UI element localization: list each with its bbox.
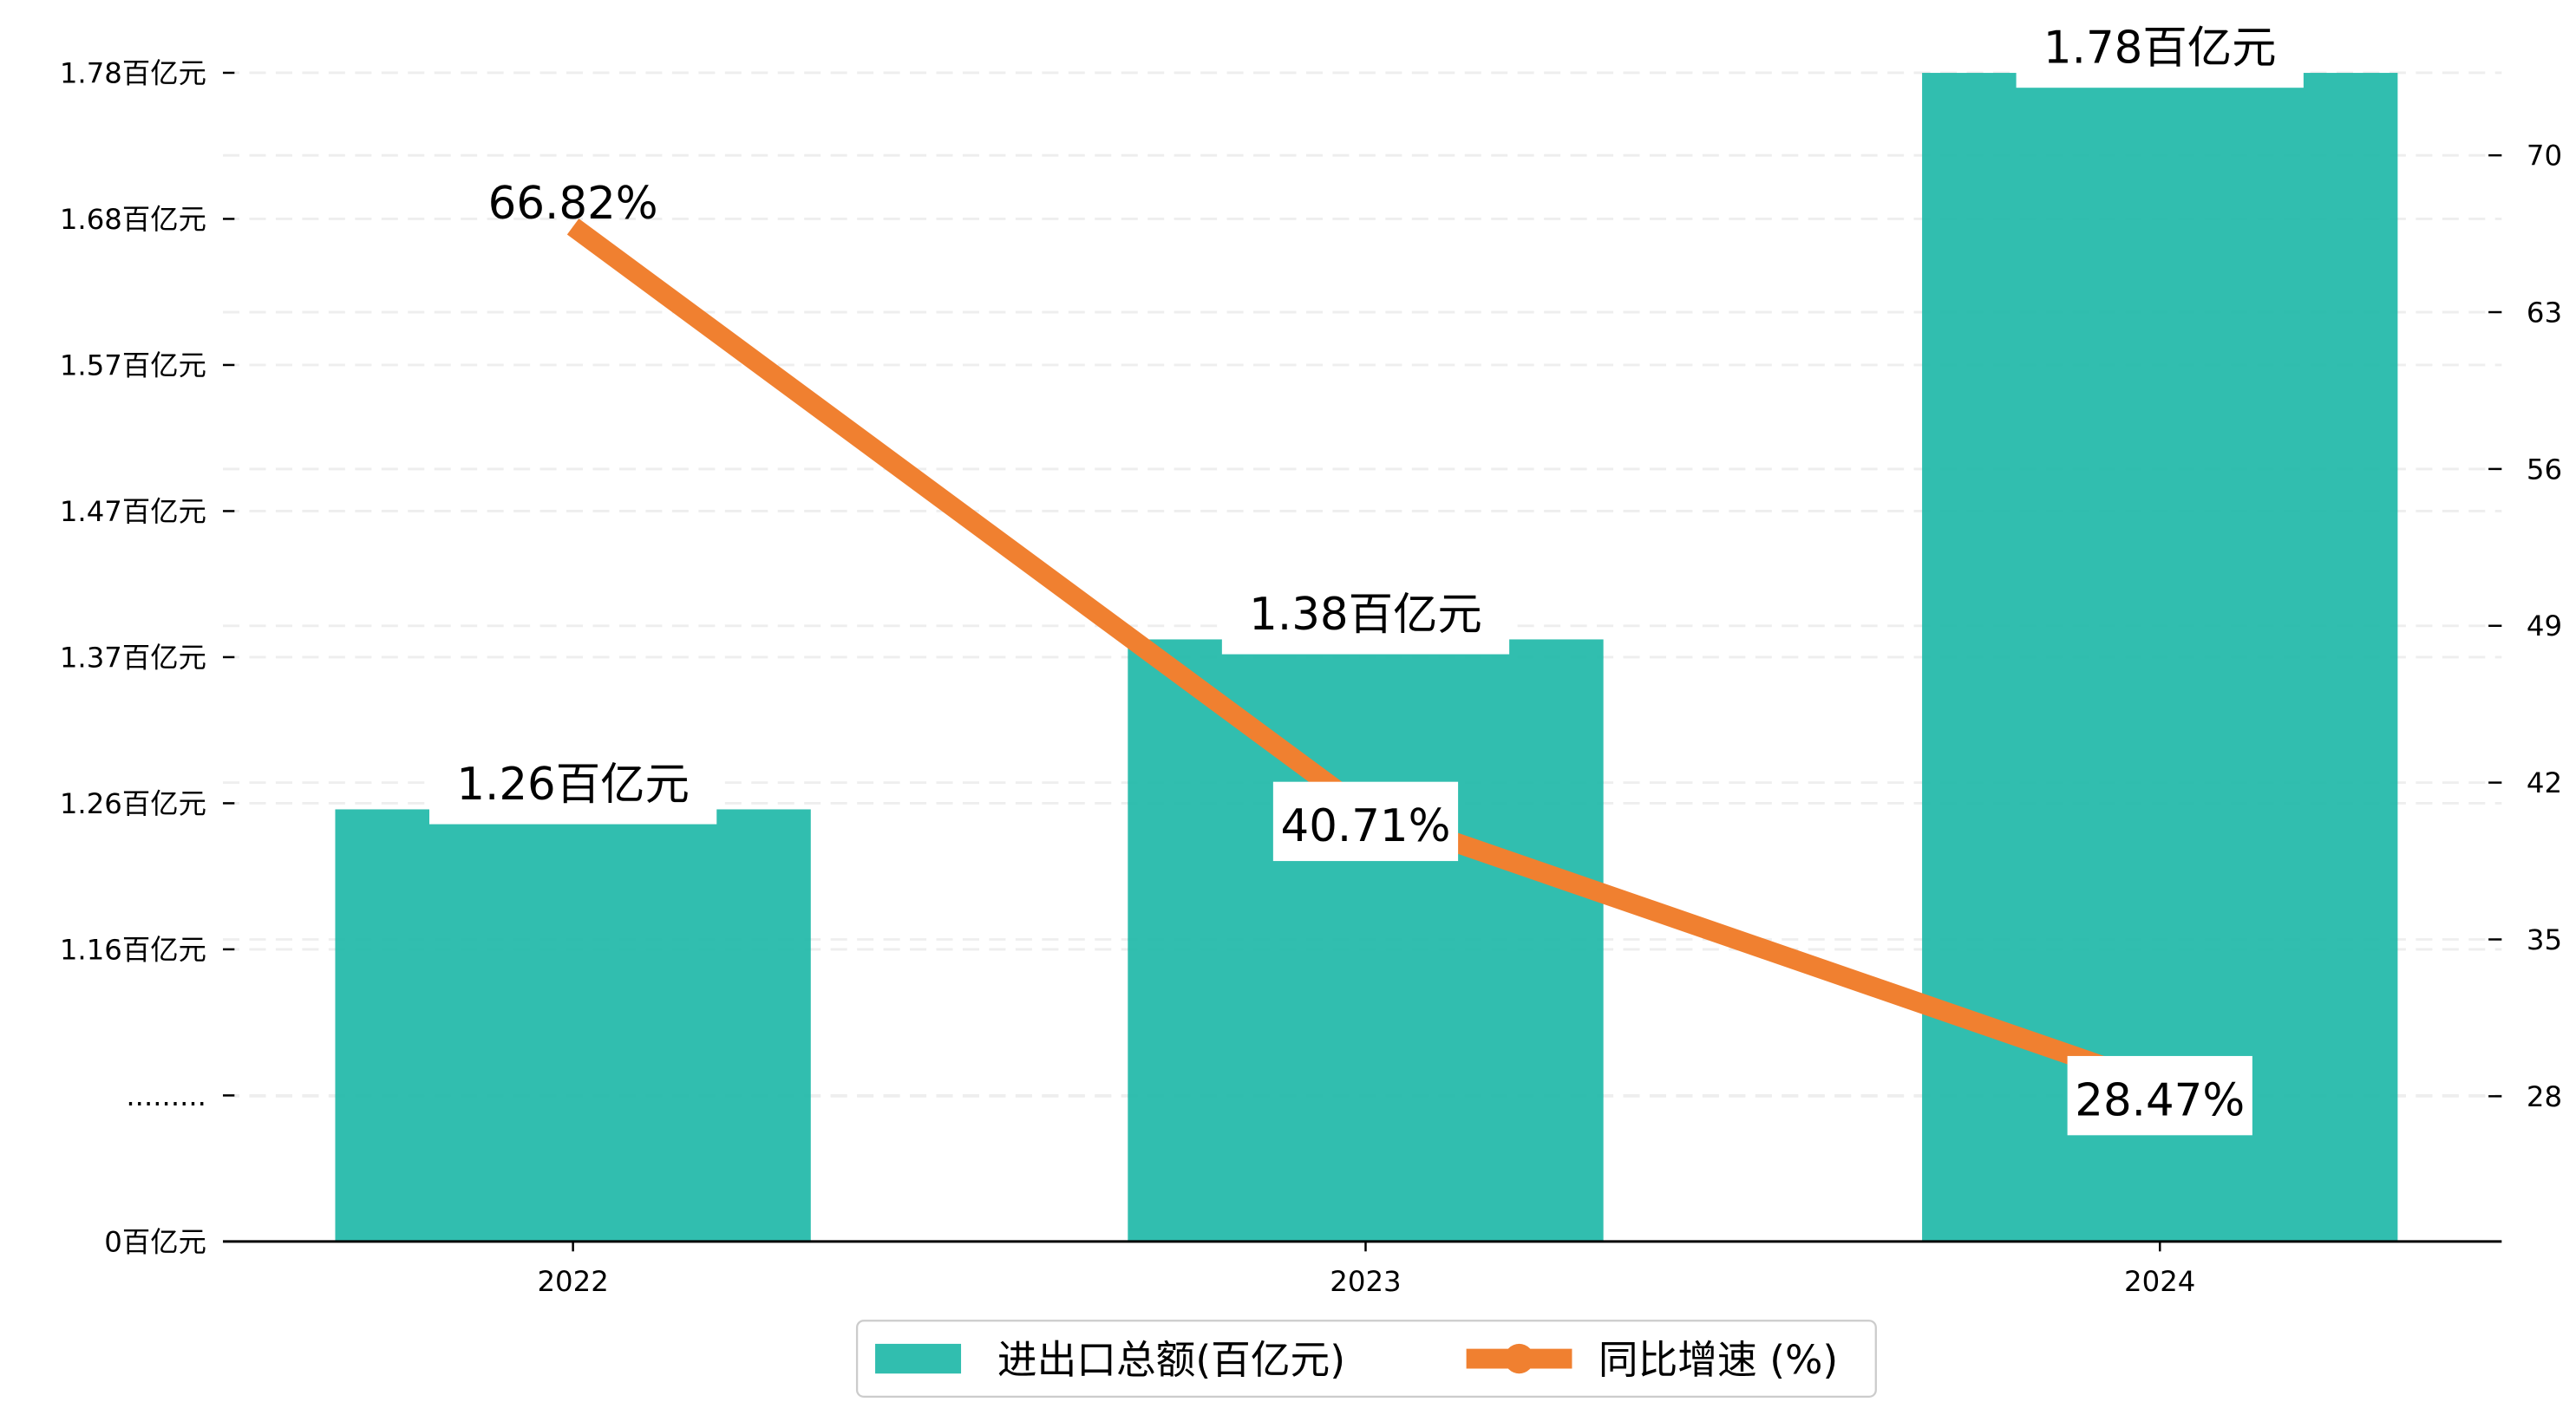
left-tick-label: 1.16百亿元 bbox=[60, 933, 206, 966]
growth-value-label: 28.47% bbox=[2075, 1074, 2245, 1126]
left-tick-label: 1.78百亿元 bbox=[60, 56, 206, 89]
left-tick-label: ......... bbox=[126, 1079, 206, 1112]
bar-value-label: 1.38百亿元 bbox=[1249, 589, 1482, 641]
line-label-bg bbox=[1272, 781, 1459, 862]
bar-label-bg bbox=[429, 753, 717, 825]
right-tick-label: 28 bbox=[2527, 1080, 2562, 1113]
x-tick-label: 2022 bbox=[537, 1265, 608, 1298]
right-tick-label: 56 bbox=[2527, 453, 2562, 486]
legend-bar-label: 进出口总额(百亿元) bbox=[997, 1337, 1345, 1383]
legend: 进出口总额(百亿元) 同比增速 (%) bbox=[855, 1320, 1877, 1398]
legend-bar-swatch bbox=[875, 1343, 962, 1374]
line-label-bg bbox=[2067, 1055, 2252, 1136]
bar-value-label: 1.78百亿元 bbox=[2043, 23, 2277, 75]
right-tick-label: 42 bbox=[2527, 766, 2562, 799]
legend-line-marker bbox=[1504, 1343, 1534, 1374]
x-tick-label: 2024 bbox=[2124, 1265, 2195, 1298]
growth-value-label: 40.71% bbox=[1281, 800, 1451, 852]
axes: 0百亿元......... 1.16百亿元 1.26百亿元 1.37百亿元 1.47百亿… bbox=[60, 56, 2562, 1298]
right-tick-label: 35 bbox=[2527, 923, 2562, 956]
growth-value-label: 66.82% bbox=[488, 178, 658, 230]
left-tick-label: 1.68百亿元 bbox=[60, 203, 206, 236]
bar-2023 bbox=[1128, 639, 1604, 1242]
bar-2024 bbox=[1922, 73, 2398, 1242]
right-tick-label: 70 bbox=[2527, 140, 2562, 173]
left-tick-label: 1.47百亿元 bbox=[60, 495, 206, 528]
legend-frame bbox=[855, 1320, 1877, 1398]
bar-label-bg bbox=[1221, 583, 1510, 655]
left-tick-label: 1.57百亿元 bbox=[60, 349, 206, 381]
bar-label-bg bbox=[2016, 16, 2304, 88]
x-tick-label: 2023 bbox=[1330, 1265, 1401, 1298]
legend-line-label: 同比增速 (%) bbox=[1599, 1337, 1838, 1383]
right-tick-label: 49 bbox=[2527, 610, 2562, 642]
left-tick-label: 1.26百亿元 bbox=[60, 787, 206, 820]
left-tick-label: 1.37百亿元 bbox=[60, 641, 206, 674]
left-tick-label: 0百亿元 bbox=[104, 1225, 206, 1258]
bars bbox=[335, 73, 2398, 1242]
bar-2022 bbox=[335, 809, 811, 1242]
bar-value-label: 1.26百亿元 bbox=[456, 759, 690, 811]
right-tick-label: 63 bbox=[2527, 296, 2562, 329]
data-labels: 1.26百亿元 1.38百亿元 1.78百亿元 66.82% 40.71% 28.47% bbox=[429, 16, 2304, 1136]
